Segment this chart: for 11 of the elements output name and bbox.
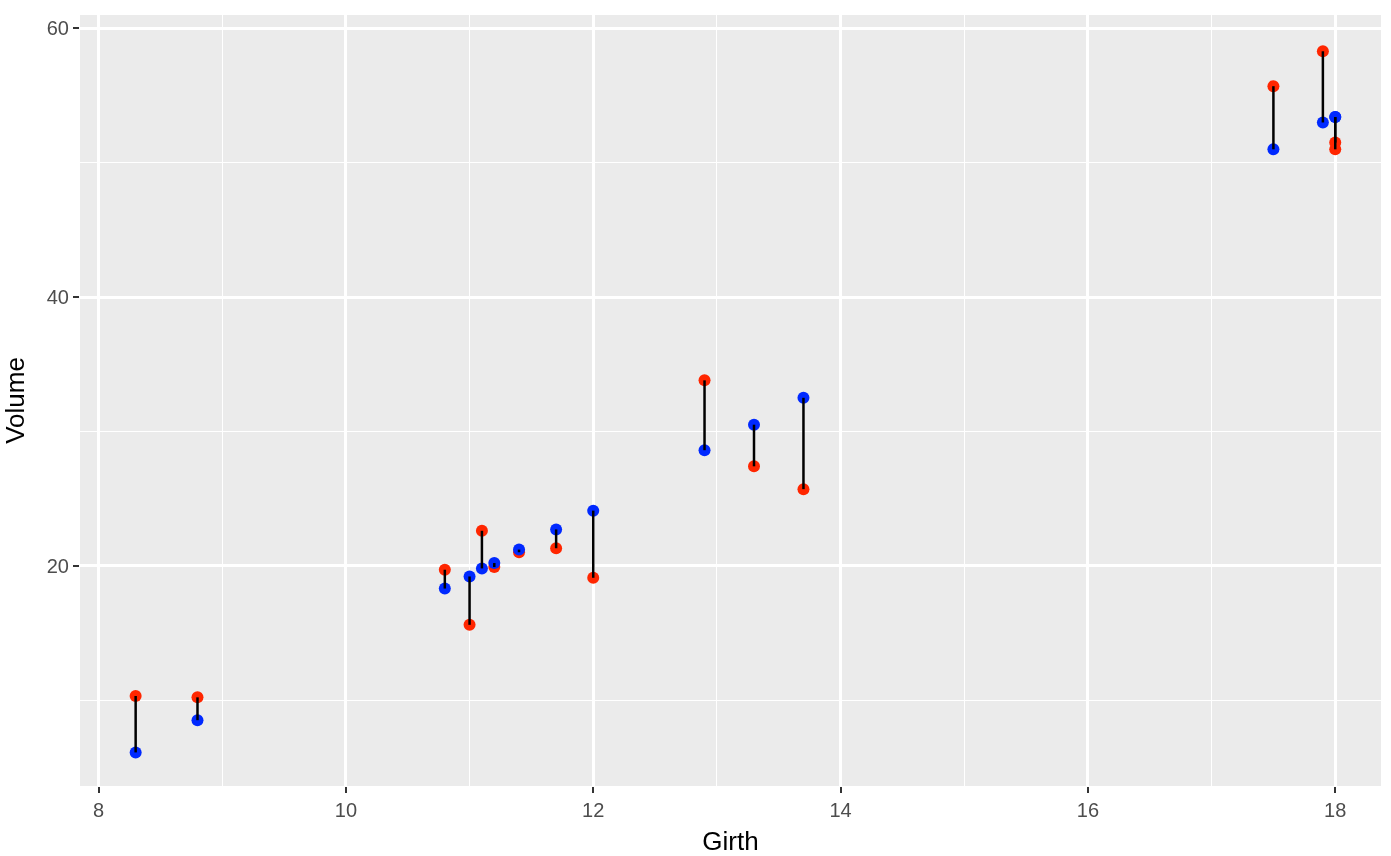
x-tick-label: 10 bbox=[334, 799, 358, 821]
x-axis-title: Girth bbox=[702, 826, 759, 856]
y-tick-label: 20 bbox=[46, 554, 69, 577]
y-axis-title: Volume bbox=[0, 357, 30, 444]
y-tick-label: 60 bbox=[46, 17, 69, 40]
x-tick-label: 18 bbox=[1324, 799, 1347, 821]
x-tick-label: 14 bbox=[829, 799, 852, 821]
x-tick-label: 8 bbox=[92, 799, 105, 821]
x-tick-label: 16 bbox=[1076, 799, 1100, 821]
y-tick-label: 40 bbox=[46, 286, 69, 309]
x-tick-label: 12 bbox=[582, 799, 605, 821]
